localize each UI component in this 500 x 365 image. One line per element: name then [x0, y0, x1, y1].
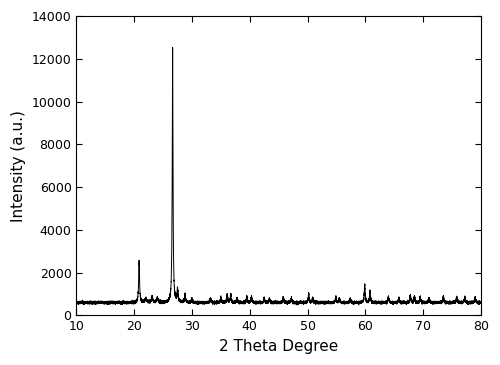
Y-axis label: Intensity (a.u.): Intensity (a.u.) [11, 110, 26, 222]
X-axis label: 2 Theta Degree: 2 Theta Degree [219, 339, 338, 354]
